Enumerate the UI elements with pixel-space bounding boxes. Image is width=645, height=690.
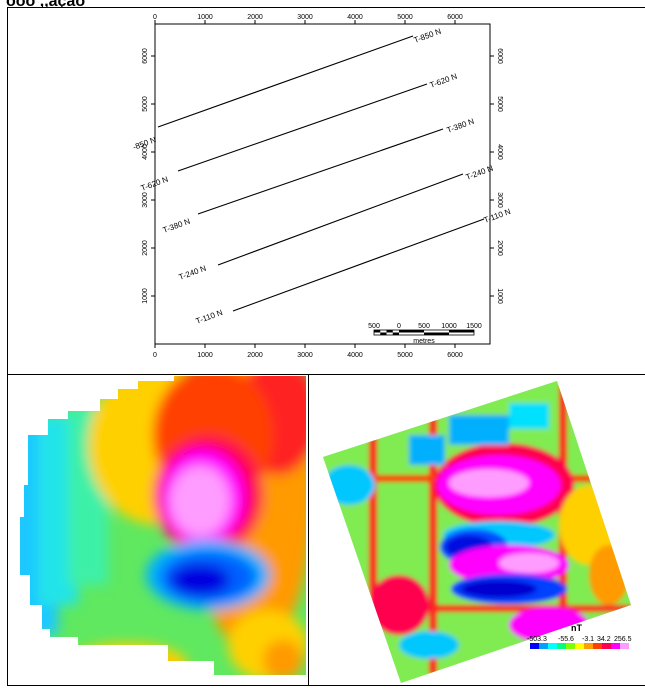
top-tick-label: 0 bbox=[153, 14, 157, 21]
scale-unit: metres bbox=[413, 338, 435, 345]
color-legend: nT -503.3 -55.6 -3.1 34.2 256.5 bbox=[527, 623, 632, 649]
scale-bar: 500 0 500 1000 1500 metres bbox=[368, 323, 482, 345]
line-end-label: T-850 N bbox=[413, 27, 443, 45]
right-tick-label: 4000 bbox=[496, 144, 503, 160]
right-tick-label: 5000 bbox=[496, 96, 503, 112]
top-tick-label: 3000 bbox=[297, 14, 313, 21]
page-title: ooo ,,ação bbox=[6, 0, 86, 10]
scale-label: 1500 bbox=[466, 323, 482, 330]
legend-value: 256.5 bbox=[614, 636, 632, 643]
bottom-tick-label: 4000 bbox=[347, 352, 363, 359]
top-tick-label: 1000 bbox=[197, 14, 213, 21]
scale-label: 0 bbox=[397, 323, 401, 330]
right-anomaly-panel: nT -503.3 -55.6 -3.1 34.2 256.5 bbox=[308, 374, 645, 686]
right-axis: 6000 5000 4000 3000 2000 1000 bbox=[490, 48, 503, 304]
bottom-axis: 0 1000 2000 3000 4000 5000 6000 bbox=[153, 344, 463, 359]
flight-line-620 bbox=[177, 83, 428, 172]
legend-value: -503.3 bbox=[527, 636, 547, 643]
scale-label: 1000 bbox=[441, 323, 457, 330]
top-axis: 0 1000 2000 3000 4000 5000 6000 bbox=[153, 14, 463, 24]
line-end-label: T-380 N bbox=[446, 117, 476, 135]
line-start-label: T-110 N bbox=[195, 308, 224, 326]
line-start-label: T-380 N bbox=[162, 217, 192, 235]
bottom-tick-label: 6000 bbox=[447, 352, 463, 359]
flight-line-380 bbox=[197, 128, 444, 215]
left-tick-label: 6000 bbox=[142, 48, 149, 64]
legend-value: 34.2 bbox=[597, 636, 611, 643]
scale-label: 500 bbox=[418, 323, 430, 330]
flight-line-110 bbox=[232, 218, 485, 312]
left-axis: 6000 5000 4000 3000 2000 1000 bbox=[142, 48, 155, 304]
flight-line-850 bbox=[157, 35, 414, 128]
legend-value: -55.6 bbox=[558, 636, 574, 643]
flight-lines bbox=[157, 35, 485, 312]
scale-label: 500 bbox=[368, 323, 380, 330]
bottom-tick-label: 0 bbox=[153, 352, 157, 359]
right-tick-label: 3000 bbox=[496, 192, 503, 208]
top-tick-label: 2000 bbox=[247, 14, 263, 21]
left-anomaly-map bbox=[20, 376, 306, 675]
left-anomaly-panel bbox=[7, 374, 309, 686]
bottom-tick-label: 3000 bbox=[297, 352, 313, 359]
left-tick-label: 1000 bbox=[142, 288, 149, 304]
line-map-panel: 0 1000 2000 3000 4000 5000 6000 0 1000 2… bbox=[7, 7, 645, 375]
line-map: 0 1000 2000 3000 4000 5000 6000 0 1000 2… bbox=[132, 14, 512, 359]
left-tick-label: 5000 bbox=[142, 96, 149, 112]
left-tick-label: 4000 bbox=[142, 144, 149, 160]
right-tick-label: 6000 bbox=[496, 48, 503, 64]
line-end-label: T-620 N bbox=[429, 72, 459, 90]
left-tick-label: 3000 bbox=[142, 192, 149, 208]
bottom-tick-label: 1000 bbox=[197, 352, 213, 359]
line-start-label: T-240 N bbox=[178, 264, 208, 282]
bottom-tick-label: 2000 bbox=[247, 352, 263, 359]
bottom-tick-label: 5000 bbox=[397, 352, 413, 359]
line-end-label: T-110 N bbox=[483, 207, 512, 225]
legend-value: -3.1 bbox=[582, 636, 594, 643]
right-tick-label: 2000 bbox=[496, 240, 503, 256]
top-tick-label: 6000 bbox=[447, 14, 463, 21]
right-tick-label: 1000 bbox=[496, 288, 503, 304]
top-tick-label: 4000 bbox=[347, 14, 363, 21]
legend-unit: nT bbox=[571, 623, 582, 633]
top-tick-label: 5000 bbox=[397, 14, 413, 21]
flight-line-240 bbox=[217, 173, 464, 266]
right-anomaly-map: nT -503.3 -55.6 -3.1 34.2 256.5 bbox=[323, 381, 632, 683]
map-frame bbox=[154, 23, 491, 345]
left-tick-label: 2000 bbox=[142, 240, 149, 256]
